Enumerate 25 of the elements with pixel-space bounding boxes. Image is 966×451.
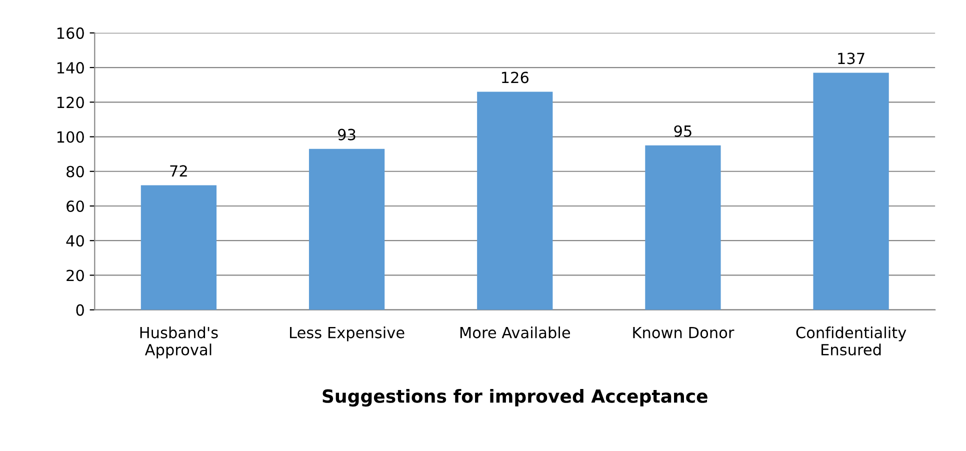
- data-label: 95: [674, 125, 692, 137]
- bar: [645, 145, 721, 310]
- y-tick-label: 80: [66, 166, 84, 178]
- y-tick-label: 20: [66, 270, 84, 282]
- data-label: 93: [338, 128, 356, 140]
- x-tick-label: Confidentiality Ensured: [796, 326, 906, 356]
- data-label: 126: [502, 72, 528, 84]
- y-tick-label: 60: [66, 200, 84, 212]
- x-tick-label: Husband's Approval: [140, 326, 218, 358]
- bar: [308, 148, 385, 310]
- y-tick-label: 140: [57, 62, 84, 74]
- bar: [140, 185, 217, 310]
- data-label: 137: [838, 52, 864, 64]
- y-tick-label: 160: [57, 27, 84, 39]
- x-tick-label: More Available: [460, 326, 570, 338]
- bar: [813, 72, 889, 310]
- data-label: 72: [170, 165, 187, 176]
- y-tick-label: 0: [76, 304, 84, 316]
- x-tick-label: Known Donor: [633, 326, 734, 338]
- x-axis-title: Suggestions for improved Acceptance: [322, 388, 708, 407]
- x-tick-label: Less Expensive: [290, 326, 404, 342]
- y-tick-label: 120: [57, 96, 84, 108]
- y-tick-label: 40: [66, 235, 84, 247]
- bar: [477, 92, 553, 310]
- y-tick-label: 100: [57, 131, 84, 143]
